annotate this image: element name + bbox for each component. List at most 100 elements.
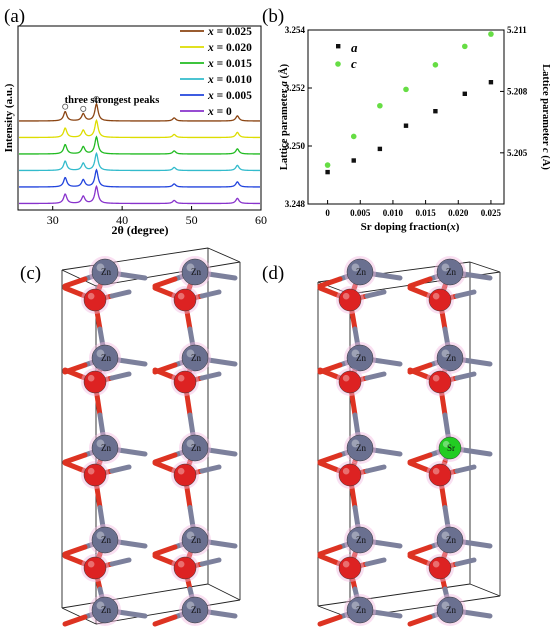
o-atom-highlight xyxy=(177,374,185,382)
xrd-trace-0.025 xyxy=(18,102,260,122)
legend-a: x = 0.025 x = 0.020 x = 0.015 x = 0.010 x = … xyxy=(180,26,252,118)
o-atom-highlight xyxy=(342,467,350,475)
o-atom-highlight xyxy=(87,467,95,475)
bond xyxy=(377,272,403,281)
bond xyxy=(454,464,477,474)
bond xyxy=(467,272,493,281)
sr-atom-highlight xyxy=(442,440,450,448)
cell-edge xyxy=(95,599,241,625)
o-atom-highlight xyxy=(87,374,95,382)
zn-atom xyxy=(436,596,464,624)
bond xyxy=(467,610,493,619)
bond xyxy=(62,614,88,627)
bond xyxy=(454,371,477,381)
bond xyxy=(467,448,493,457)
bond xyxy=(199,371,222,381)
xrd-trace-0 xyxy=(18,184,260,205)
plot-frame-b xyxy=(307,29,505,205)
zn-atom xyxy=(91,526,119,554)
bond xyxy=(407,452,433,465)
zn-atom xyxy=(181,258,209,286)
bond xyxy=(152,460,173,472)
bond xyxy=(407,276,433,289)
bond xyxy=(122,610,148,619)
atoms-d: Zn Zn Zn Zn Zn Zn Zn Sr Zn Zn xyxy=(336,256,466,626)
legend-label-0.020: x = 0.020 xyxy=(207,42,252,54)
zn-atom-highlight xyxy=(186,439,195,448)
zn-atom-label: Zn xyxy=(356,605,366,615)
bond xyxy=(467,540,493,549)
cell-edge xyxy=(61,583,209,609)
x-tick-label-b: 0.005 xyxy=(350,208,371,218)
y-tick-label-right-b: 5.205 xyxy=(507,148,528,158)
bond xyxy=(62,553,83,565)
zn-atom-label: Zn xyxy=(446,267,456,277)
bond xyxy=(62,285,83,297)
o-atom xyxy=(173,556,197,580)
point-a xyxy=(403,123,409,128)
y-tick-label-right-b: 5.208 xyxy=(507,86,528,96)
bond xyxy=(122,540,148,549)
bond xyxy=(364,289,387,299)
x-tick-label-b: 0 xyxy=(325,208,330,218)
zn-atom xyxy=(91,258,119,286)
o-atom-highlight xyxy=(342,374,350,382)
bond xyxy=(109,464,132,474)
zn-atom-highlight xyxy=(96,263,105,272)
cell-edge xyxy=(95,261,241,287)
legend-b: ac xyxy=(335,40,358,71)
zn-atom xyxy=(181,526,209,554)
panel-b: (b) 0 0.005 0.010 0.015 0.020 0.025 3.248 3.250… xyxy=(262,6,550,233)
o-atom xyxy=(428,288,452,312)
y-axis-label-a: Intensity (a.u.) xyxy=(3,83,15,152)
o-atom-highlight xyxy=(177,560,185,568)
zn-atom-highlight xyxy=(351,349,360,358)
xrd-trace-0.020 xyxy=(18,118,260,139)
o-atom xyxy=(428,370,452,394)
o-atom-highlight xyxy=(342,560,350,568)
zn-atom-label: Zn xyxy=(446,605,456,615)
legend-label-0.025: x = 0.025 xyxy=(207,26,252,38)
cell-edge xyxy=(207,247,241,263)
legend-label-0.015: x = 0.015 xyxy=(207,58,252,70)
panel-label-a: (a) xyxy=(4,6,25,27)
xrd-trace-0.015 xyxy=(18,135,260,155)
point-a xyxy=(462,91,467,96)
point-a xyxy=(433,109,438,114)
o-atom xyxy=(338,370,362,394)
zn-atom xyxy=(436,526,464,554)
zn-atom-label: Zn xyxy=(446,353,456,363)
zn-atom-label: Zn xyxy=(101,535,111,545)
bond xyxy=(109,289,132,299)
x-axis-a: 30 40 50 60 xyxy=(47,206,267,227)
bond xyxy=(317,367,338,379)
bond xyxy=(364,464,387,474)
o-atom xyxy=(338,463,362,487)
point-a xyxy=(377,146,383,152)
zn-atom-highlight xyxy=(96,349,105,358)
point-c xyxy=(377,102,383,109)
zn-atom-highlight xyxy=(96,601,105,610)
zn-atom-label: Zn xyxy=(191,267,201,277)
bond xyxy=(122,448,148,457)
zn-atom-highlight xyxy=(186,263,195,272)
y-tick-label-left-b: 3.254 xyxy=(285,25,306,35)
zn-atom-label: Zn xyxy=(101,605,111,615)
y-axis-label-right-b: Lattice parameter c (Å) xyxy=(540,64,550,170)
bond xyxy=(407,285,428,297)
zn-atom-label: Zn xyxy=(191,443,201,453)
panel-label-c: (c) xyxy=(20,263,41,284)
cell-edge xyxy=(207,583,241,601)
bond xyxy=(199,289,222,299)
zn-atom-label: Zn xyxy=(356,267,366,277)
point-c xyxy=(350,133,357,140)
o-atom xyxy=(173,288,197,312)
o-atom xyxy=(83,556,107,580)
xrd-trace-0.010 xyxy=(18,151,260,172)
bond xyxy=(62,276,88,289)
x-tick-label-a: 60 xyxy=(255,213,267,227)
bond xyxy=(152,285,173,297)
bond xyxy=(62,452,88,465)
bond xyxy=(199,557,222,567)
